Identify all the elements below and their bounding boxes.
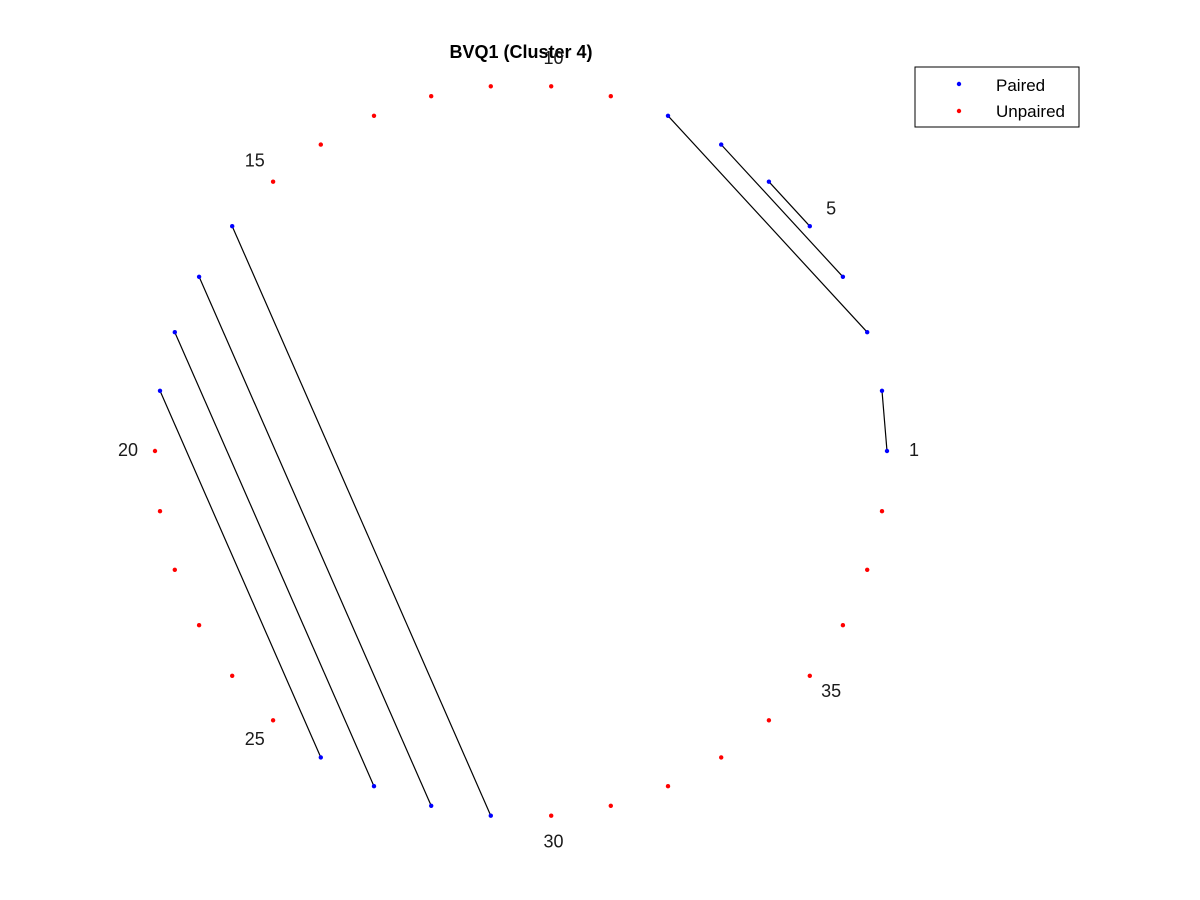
unpaired-point-22 bbox=[172, 567, 177, 572]
paired-point-19 bbox=[157, 388, 163, 393]
index-label-25: 25 bbox=[245, 729, 265, 749]
unpaired-point-37 bbox=[865, 567, 870, 572]
pair-line-1-2 bbox=[881, 390, 888, 452]
pair-line-18-27 bbox=[174, 331, 375, 787]
index-label-1: 1 bbox=[909, 440, 919, 460]
unpaired-point-12 bbox=[429, 94, 434, 99]
pair-line-19-26 bbox=[159, 390, 322, 758]
paired-point-2 bbox=[879, 388, 885, 393]
paired-point-3 bbox=[865, 330, 870, 335]
position-points bbox=[152, 84, 890, 818]
paired-point-7 bbox=[719, 142, 724, 147]
paired-point-5 bbox=[807, 224, 812, 229]
index-label-15: 15 bbox=[245, 151, 265, 171]
paired-point-6 bbox=[766, 179, 772, 184]
unpaired-point-14 bbox=[318, 142, 323, 147]
plot-title: BVQ1 (Cluster 4) bbox=[449, 42, 592, 62]
unpaired-point-34 bbox=[766, 718, 772, 723]
legend: Paired Unpaired bbox=[914, 66, 1080, 128]
paired-point-28 bbox=[429, 803, 434, 808]
unpaired-point-24 bbox=[230, 673, 235, 678]
unpaired-point-38 bbox=[879, 509, 885, 514]
unpaired-point-30 bbox=[549, 813, 554, 818]
paired-point-16 bbox=[230, 224, 235, 229]
pair-line-4-7 bbox=[720, 144, 844, 278]
legend-box bbox=[914, 66, 1080, 128]
paired-point-18 bbox=[172, 330, 177, 335]
index-label-30: 30 bbox=[543, 831, 563, 851]
unpaired-point-31 bbox=[608, 803, 613, 808]
pair-line-17-28 bbox=[198, 276, 432, 807]
unpaired-point-21 bbox=[157, 509, 163, 514]
unpaired-point-23 bbox=[196, 623, 202, 628]
unpaired-point-36 bbox=[840, 623, 846, 628]
legend-label-unpaired: Unpaired bbox=[996, 102, 1065, 121]
legend-label-paired: Paired bbox=[996, 76, 1045, 95]
unpaired-point-13 bbox=[371, 113, 377, 119]
pair-lines bbox=[159, 115, 888, 816]
index-label-10: 10 bbox=[543, 48, 563, 68]
unpaired-point-25 bbox=[270, 718, 276, 723]
unpaired-point-9 bbox=[608, 94, 613, 99]
pair-line-5-6 bbox=[768, 181, 811, 227]
paired-point-4 bbox=[840, 274, 846, 279]
legend-marker-paired bbox=[956, 81, 962, 87]
unpaired-point-32 bbox=[665, 784, 671, 789]
unpaired-point-11 bbox=[488, 84, 493, 89]
unpaired-point-10 bbox=[549, 84, 554, 89]
legend-marker-unpaired bbox=[956, 108, 962, 114]
unpaired-point-35 bbox=[807, 673, 812, 678]
paired-point-17 bbox=[196, 274, 202, 279]
unpaired-point-15 bbox=[270, 179, 276, 184]
index-label-5: 5 bbox=[826, 198, 836, 218]
unpaired-point-33 bbox=[719, 755, 724, 760]
index-label-35: 35 bbox=[821, 681, 841, 701]
paired-point-1 bbox=[884, 448, 890, 454]
paired-point-8 bbox=[665, 113, 671, 119]
pair-line-16-29 bbox=[231, 225, 492, 816]
index-label-20: 20 bbox=[118, 440, 138, 460]
pair-line-3-8 bbox=[667, 115, 868, 333]
paired-point-29 bbox=[488, 813, 493, 818]
paired-point-26 bbox=[318, 755, 323, 760]
unpaired-point-20 bbox=[152, 448, 158, 454]
paired-point-27 bbox=[371, 784, 377, 789]
